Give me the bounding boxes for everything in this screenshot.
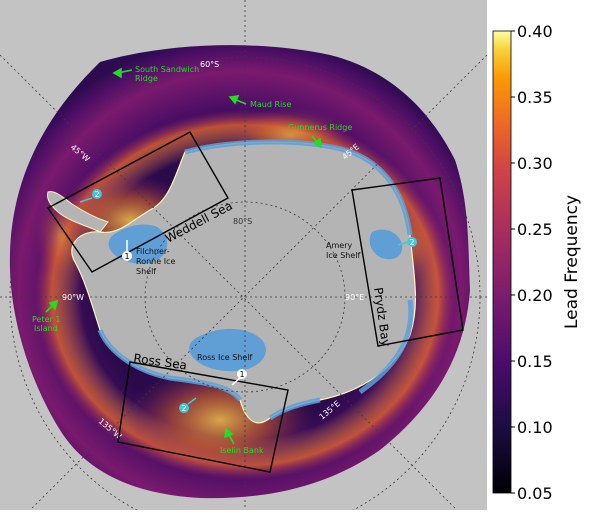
feature-arrows <box>45 67 322 445</box>
feature-annotations: South Sandwich Ridge Maud Rise Gunnerus … <box>32 65 352 455</box>
colorbar-tick-label: 0.40 <box>517 22 553 41</box>
filchner-label-line1: Filchner- <box>136 247 170 256</box>
filchner-label-line3: Shelf <box>136 267 156 276</box>
peter1-arrowhead-icon <box>48 299 59 311</box>
colorbar-tick-label: 0.20 <box>517 286 553 305</box>
iselin-bank-label: Iselin Bank <box>220 446 264 455</box>
colorbar-tick-label: 0.30 <box>517 154 553 173</box>
weddell-marker-1 <box>122 251 132 261</box>
colorbar: 0.40 0.35 0.30 0.25 0.20 0.15 0.10 0.05 Lead Fr… <box>492 22 582 503</box>
maud-rise-arrowhead-icon <box>228 95 240 105</box>
numbered-markers: 2 1 2 1 2 <box>79 189 417 413</box>
lat-60s-label: 60°S <box>200 60 219 69</box>
ross-marker-2-text: 2 <box>181 404 186 413</box>
maud-rise-label: Maud Rise <box>250 100 291 109</box>
prydz-marker-2 <box>407 237 417 247</box>
ross-ice-shelf <box>189 328 266 372</box>
colorbar-label: Lead Frequency <box>562 195 582 329</box>
colorbar-panel: 0.40 0.35 0.30 0.25 0.20 0.15 0.10 0.05 Lead Fr… <box>487 0 595 527</box>
coastal-ice-shelves <box>97 139 414 421</box>
antarctic-lead-frequency-map: 60°S 45°E 90°E 135°E 135°W 90°W 45°W 80°… <box>0 0 488 531</box>
peter1-label-line2: Island <box>34 324 58 333</box>
amery-label-line2: Ice Shelf <box>326 251 361 260</box>
region-boxes <box>46 131 464 473</box>
ross-marker-2 <box>179 403 189 413</box>
amery-label-line1: Amery <box>326 241 352 250</box>
colorbar-tick-label: 0.05 <box>517 484 553 503</box>
weddell-marker-2 <box>92 189 102 199</box>
prydz-bay-box <box>351 177 464 347</box>
lon-90w-label: 90°W <box>62 293 84 302</box>
ross-marker-1-text: 1 <box>239 370 244 379</box>
lon-90e-label: 90°E <box>345 293 364 302</box>
iselin-arrowhead-icon <box>224 427 234 439</box>
colorbar-gradient <box>492 30 512 494</box>
weddell-marker-2-text: 2 <box>94 190 99 199</box>
amery-ice-shelf <box>369 229 403 260</box>
ross-marker-1 <box>237 369 247 379</box>
colorbar-ticks: 0.40 0.35 0.30 0.25 0.20 0.15 0.10 0.05 <box>511 22 553 503</box>
antarctic-peninsula <box>47 191 109 233</box>
filchner-label-line2: Ronne Ice <box>136 257 175 266</box>
colorbar-tick-label: 0.10 <box>517 418 553 437</box>
weddell-marker-1-text: 1 <box>124 252 129 261</box>
weddell-sea-box <box>46 131 229 273</box>
colorbar-tick-label: 0.25 <box>517 220 553 239</box>
gunnerus-ridge-label: Gunnerus Ridge <box>288 123 352 132</box>
peter1-label-line1: Peter 1 <box>32 315 60 324</box>
colorbar-tick-label: 0.35 <box>517 88 553 107</box>
south-sandwich-label-line1: South Sandwich <box>135 65 199 74</box>
south-sandwich-arrowhead-icon <box>112 67 122 79</box>
map-panel: 60°S 45°E 90°E 135°E 135°W 90°W 45°W 80°… <box>0 0 488 531</box>
ross-sea-box <box>117 361 289 473</box>
lat-80s-label: 80°S <box>233 217 252 226</box>
colorbar-tick-label: 0.15 <box>517 352 553 371</box>
graticule <box>0 0 488 531</box>
prydz-marker-2-text: 2 <box>409 238 414 247</box>
gunnerus-arrowhead-icon <box>312 137 322 149</box>
south-sandwich-label-line2: Ridge <box>135 74 158 83</box>
ice-shelf-labels: Filchner- Ronne Ice Shelf Amery Ice Shel… <box>136 241 361 362</box>
ross-ice-shelf-label: Ross Ice Shelf <box>197 353 252 362</box>
